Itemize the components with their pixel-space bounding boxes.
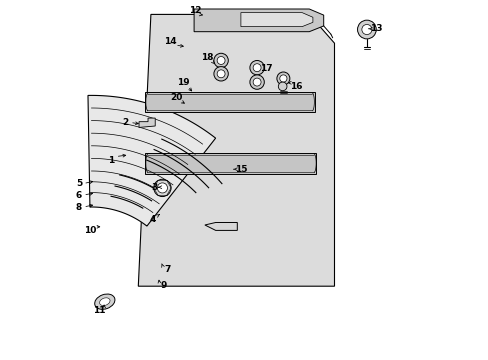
Text: 19: 19 [177,78,189,87]
Text: 6: 6 [76,191,82,199]
Circle shape [249,60,264,75]
Polygon shape [139,118,155,127]
Circle shape [279,75,286,82]
Text: 1: 1 [108,156,114,165]
Text: 13: 13 [369,24,381,33]
Text: 11: 11 [93,306,106,315]
Circle shape [276,72,289,85]
Polygon shape [204,222,237,230]
Text: 5: 5 [76,179,82,188]
Circle shape [153,179,171,197]
Circle shape [361,24,371,35]
Text: 17: 17 [259,64,272,73]
Text: 16: 16 [290,82,303,91]
Polygon shape [145,92,314,112]
Ellipse shape [95,294,115,309]
Polygon shape [88,95,215,226]
Text: 10: 10 [84,226,97,235]
Text: 8: 8 [76,202,82,211]
Circle shape [213,67,228,81]
Polygon shape [145,153,316,174]
Circle shape [217,57,224,64]
Text: 12: 12 [188,6,201,15]
Circle shape [157,183,167,193]
Text: 20: 20 [169,93,182,102]
Text: 7: 7 [163,266,170,274]
Text: 4: 4 [149,215,156,224]
Polygon shape [138,14,334,286]
Text: 15: 15 [234,165,246,174]
Circle shape [249,75,264,89]
Polygon shape [241,13,312,27]
Text: 3: 3 [151,183,157,192]
Circle shape [217,70,224,78]
Polygon shape [194,9,323,32]
Circle shape [278,82,286,91]
Text: 14: 14 [164,37,177,46]
Text: 9: 9 [160,281,166,289]
Ellipse shape [100,298,110,306]
Circle shape [253,78,261,86]
Text: 18: 18 [201,53,214,62]
Text: 2: 2 [122,118,128,127]
Circle shape [357,20,375,39]
Circle shape [213,53,228,68]
Circle shape [253,64,261,72]
